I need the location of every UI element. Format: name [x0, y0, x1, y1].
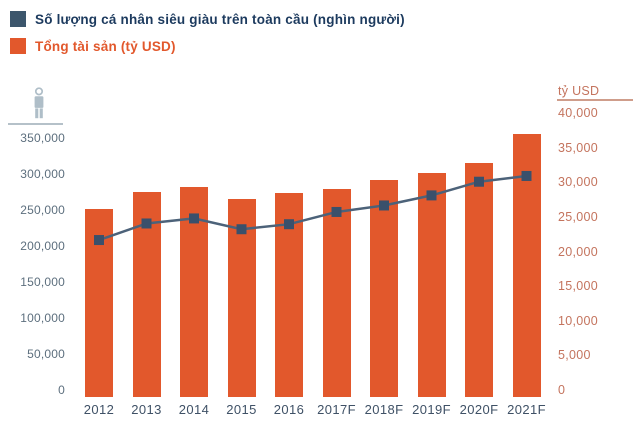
- left-axis-tick: 250,000: [20, 203, 65, 217]
- left-axis-tick: 100,000: [20, 311, 65, 325]
- bar-2021F: [512, 133, 541, 397]
- x-axis-label-2018F: 2018F: [364, 402, 404, 417]
- bar-2012: [85, 208, 113, 397]
- right-axis-tick: 40,000: [558, 106, 599, 120]
- right-axis-tick: 20,000: [558, 244, 599, 259]
- left-axis-tick: 200,000: [20, 239, 65, 253]
- bar-2014: [180, 187, 208, 397]
- legend: Số lượng cá nhân siêu giàu trên toàn cầu…: [10, 11, 405, 54]
- left-axis-tick: 150,000: [20, 275, 65, 289]
- x-axis-label-2020F: 2020F: [459, 402, 499, 417]
- bar-2020F: [465, 162, 493, 397]
- legend-swatch-line-series: [10, 11, 26, 27]
- x-axis-label-2015: 2015: [226, 402, 257, 417]
- bar-2013: [132, 192, 161, 397]
- bar-2016: [275, 192, 303, 397]
- right-axis-ticks: 40,000 35,000 30,000 25,000 20,000 15,000 10,0…: [558, 0, 638, 427]
- x-axis-label-2017F: 2017F: [317, 402, 356, 417]
- left-axis-tick: 50,000: [27, 347, 65, 361]
- legend-swatch-bar-series: [10, 38, 26, 54]
- right-axis-rule: [557, 99, 633, 101]
- legend-label-uhnwi-count: Số lượng cá nhân siêu giàu trên toàn cầu…: [35, 11, 405, 27]
- left-axis-tick: 300,000: [20, 167, 65, 181]
- right-axis-tick: 30,000: [558, 175, 599, 190]
- left-axis-rule: [8, 123, 63, 125]
- x-axis-label-2021F: 2021F: [507, 402, 546, 417]
- right-axis-tick: 25,000: [558, 209, 599, 224]
- right-axis-title: tỷ USD: [558, 84, 600, 98]
- legend-item-uhnwi-count: Số lượng cá nhân siêu giàu trên toàn cầu…: [10, 11, 405, 27]
- right-axis-tick: 35,000: [558, 140, 599, 155]
- x-axis-label-2014: 2014: [178, 402, 210, 417]
- legend-label-total-wealth: Tổng tài sản (tỷ USD): [35, 38, 176, 54]
- legend-item-total-wealth: Tổng tài sản (tỷ USD): [10, 38, 405, 54]
- x-axis-label-2012: 2012: [83, 402, 115, 417]
- x-axis-label-2016: 2016: [273, 402, 305, 417]
- right-axis-tick: 0: [558, 383, 566, 397]
- bar-2018F: [370, 180, 398, 397]
- bar-2017F: [322, 189, 351, 397]
- bar-2015: [227, 198, 256, 397]
- bar-2019F: [417, 172, 446, 397]
- left-axis-tick: 350,000: [20, 131, 65, 145]
- left-axis-ticks: 350,000 300,000 250,000 200,000 150,000 100,0…: [8, 0, 65, 427]
- right-axis-tick: 10,000: [558, 313, 599, 328]
- right-axis-tick: 15,000: [558, 279, 599, 294]
- x-axis-label-2019F: 2019F: [412, 402, 451, 417]
- x-axis-label-2013: 2013: [131, 402, 162, 417]
- x-axis-labels: 2012 2013 2014 2015 2016 2017F 2018F 2019F 2020F…: [0, 402, 640, 420]
- right-axis-tick: 5,000: [558, 348, 591, 363]
- person-icon: [30, 87, 48, 124]
- left-axis-tick: 0: [58, 383, 65, 397]
